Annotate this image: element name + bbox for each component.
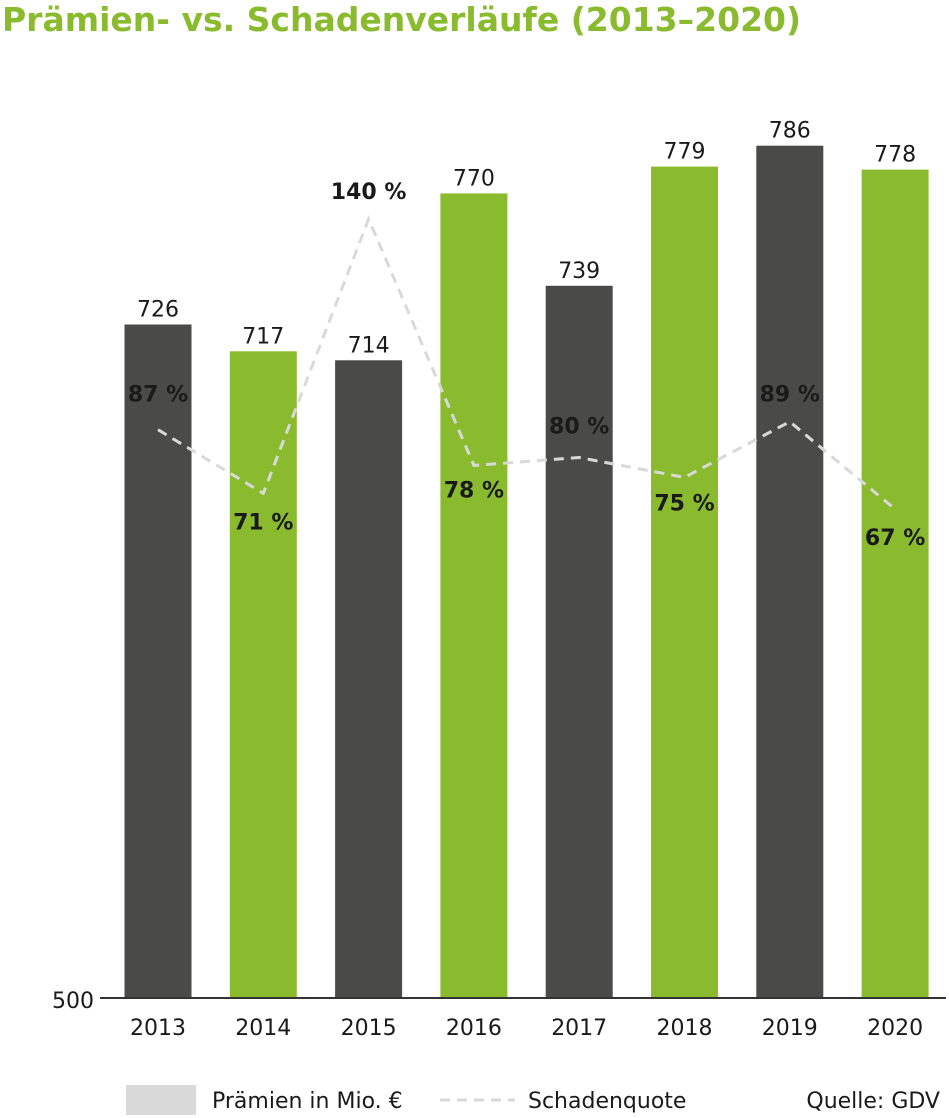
schadenquote-label-2017: 80 % [549, 415, 609, 440]
bar-value-label-2014: 717 [242, 324, 284, 349]
x-tick-label-2016: 2016 [446, 1016, 502, 1041]
bar-value-label-2018: 779 [664, 140, 706, 165]
y-baseline-label: 500 [52, 989, 94, 1014]
bar-2019 [756, 145, 824, 998]
x-tick-label-2019: 2019 [762, 1016, 818, 1041]
bar-value-label-2013: 726 [137, 298, 179, 323]
schadenquote-line [157, 215, 897, 511]
bar-2017 [545, 285, 613, 998]
legend-label-bars: Prämien in Mio. € [212, 1089, 403, 1114]
bar-2020 [861, 169, 929, 999]
schadenquote-labels: 87 % 71 % 140 % 78 % 80 % 75 % 89 % 67 % [128, 180, 925, 551]
bar-value-label-2016: 770 [453, 166, 495, 191]
legend-swatch-bars [126, 1085, 196, 1115]
x-tick-label-2017: 2017 [551, 1016, 607, 1041]
x-tick-label-2018: 2018 [657, 1016, 713, 1041]
schadenquote-line-group [157, 215, 897, 511]
x-tick-label-2020: 2020 [867, 1016, 923, 1041]
schadenquote-label-2016: 78 % [444, 478, 504, 503]
bar-2018 [651, 166, 718, 999]
schadenquote-label-2018: 75 % [654, 491, 714, 516]
schadenquote-label-2015: 140 % [331, 180, 407, 205]
schadenquote-label-2019: 89 % [760, 383, 820, 408]
bar-2013 [124, 324, 192, 998]
bar-2015 [335, 360, 403, 998]
x-tick-label-2015: 2015 [341, 1016, 397, 1041]
schadenquote-label-2013: 87 % [128, 383, 188, 408]
bar-value-label-2020: 778 [874, 143, 916, 168]
bars-group [124, 145, 929, 999]
legend-label-line: Schadenquote [528, 1089, 686, 1114]
bar-2014 [229, 351, 297, 998]
legend: Prämien in Mio. € Schadenquote Quelle: G… [126, 1085, 940, 1115]
bar-value-label-2017: 739 [558, 259, 600, 284]
x-axis-tick-labels: 2013 2014 2015 2016 2017 2018 2019 2020 [130, 1016, 923, 1041]
bar-2016 [440, 193, 508, 998]
schadenquote-label-2014: 71 % [233, 510, 293, 535]
bar-value-label-2015: 714 [348, 333, 390, 358]
x-tick-label-2013: 2013 [130, 1016, 186, 1041]
source-note: Quelle: GDV [806, 1089, 940, 1114]
bar-value-label-2019: 786 [769, 119, 811, 144]
x-tick-label-2014: 2014 [235, 1016, 291, 1041]
chart-title: Prämien- vs. Schadenverläufe (2013–2020) [2, 0, 802, 39]
bar-value-labels: 726 717 714 770 739 779 786 778 [137, 119, 916, 359]
schadenquote-label-2020: 67 % [865, 526, 925, 551]
